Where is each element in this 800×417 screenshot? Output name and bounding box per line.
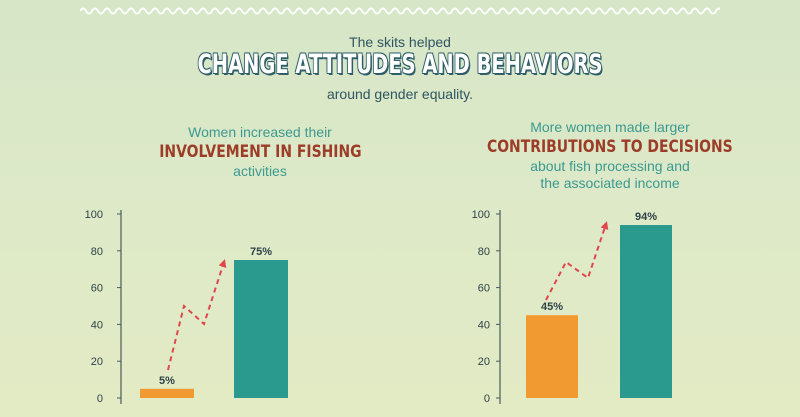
y-tick-label: 60 <box>478 283 490 295</box>
bar-after <box>234 260 288 398</box>
right-caption-bottom2: the associated income <box>540 175 680 191</box>
header-subtitle: around gender equality. <box>326 86 474 102</box>
bar-data-label: 75% <box>250 246 272 258</box>
decorative-wave-line <box>80 7 720 15</box>
bar-data-label: 5% <box>159 375 175 387</box>
y-tick-label: 40 <box>91 319 103 331</box>
bar-data-label: 94% <box>635 211 657 223</box>
y-tick-label: 60 <box>91 283 103 295</box>
left-caption-bottom: activities <box>233 163 287 179</box>
y-tick-label: 100 <box>472 209 490 221</box>
bar-data-label: 45% <box>541 301 563 313</box>
bar-before <box>526 315 578 398</box>
y-tick-label: 100 <box>85 209 103 221</box>
y-tick-label: 40 <box>478 319 490 331</box>
right-caption: More women made larger CONTRIBUTIONS TO … <box>440 119 780 192</box>
bar-after <box>620 225 672 398</box>
left-caption-bold: INVOLVEMENT IN FISHING <box>158 142 362 162</box>
header-title: CHANGE ATTITUDES AND BEHAVIORS <box>197 49 603 80</box>
trend-arrow <box>167 259 227 371</box>
y-tick-label: 80 <box>478 246 490 258</box>
header-intro: The skits helped <box>349 34 451 50</box>
left-caption: Women increased their INVOLVEMENT IN FIS… <box>110 124 410 180</box>
y-tick-label: 0 <box>97 393 103 405</box>
bar-charts: 0 20 40 60 80 100 5% 75% 0 20 40 60 80 100 45% 94% <box>85 209 672 405</box>
y-tick-label: 80 <box>91 246 103 258</box>
right-caption-bottom1: about fish processing and <box>530 158 690 174</box>
bar-before <box>140 388 194 398</box>
trend-arrow <box>545 221 609 301</box>
y-tick-label: 0 <box>484 393 490 405</box>
right-caption-top: More women made larger <box>530 119 690 135</box>
y-tick-label: 20 <box>478 356 490 368</box>
y-tick-label: 20 <box>91 356 103 368</box>
left-caption-top: Women increased their <box>188 124 332 140</box>
right-caption-bold: CONTRIBUTIONS TO DECISIONS <box>487 137 733 157</box>
